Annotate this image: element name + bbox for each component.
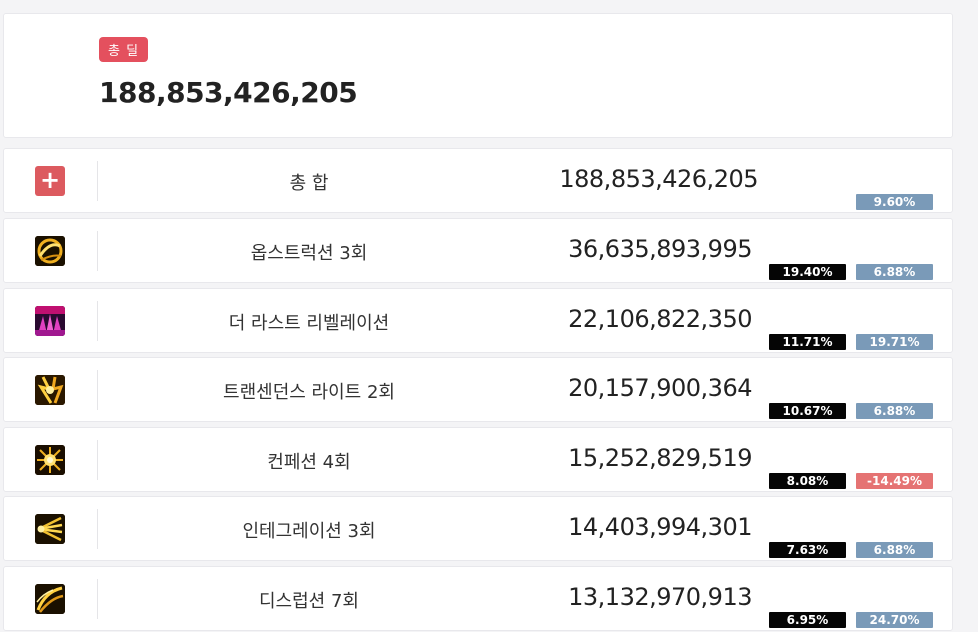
row-divider	[97, 231, 98, 271]
table-row: 디스럽션 7회 13,132,970,913 6.95% 24.70%	[3, 566, 953, 631]
skill-name: 디스럽션 7회	[259, 591, 359, 612]
row-divider	[97, 161, 98, 201]
skill-damage: 13,132,970,913	[568, 583, 752, 611]
damage-diff-badge: 9.60%	[856, 194, 933, 210]
skill-name: 옵스트럭션 3회	[250, 243, 368, 264]
damage-share-badge: 11.71%	[769, 334, 846, 350]
obstruction-skill-icon	[35, 236, 65, 266]
damage-share-badge: 7.63%	[769, 542, 846, 558]
total-damage-summary-card: 총 딜 188,853,426,205	[3, 13, 953, 138]
last-revelation-skill-icon	[35, 306, 65, 336]
skill-damage: 15,252,829,519	[568, 444, 752, 472]
skill-damage: 14,403,994,301	[568, 513, 752, 541]
transcendence-light-skill-icon	[35, 375, 65, 405]
damage-diff-badge: 6.88%	[856, 542, 933, 558]
disruption-skill-icon	[35, 584, 65, 614]
table-row: 더 라스트 리벨레이션 22,106,822,350 11.71% 19.71%	[3, 288, 953, 353]
damage-diff-badge: -14.49%	[856, 473, 933, 489]
skill-damage: 36,635,893,995	[568, 235, 752, 263]
total-damage-value: 188,853,426,205	[99, 76, 358, 109]
table-row: 옵스트럭션 3회 36,635,893,995 19.40% 6.88%	[3, 218, 953, 283]
damage-share-badge: 10.67%	[769, 403, 846, 419]
skill-name: 컨페션 4회	[267, 452, 351, 473]
damage-diff-badge: 6.88%	[856, 403, 933, 419]
skill-name: 인테그레이션 3회	[242, 521, 376, 542]
skill-damage: 20,157,900,364	[568, 374, 752, 402]
skill-name: 트랜센던스 라이트 2회	[223, 382, 395, 403]
row-divider	[97, 579, 98, 619]
damage-diff-badge: 19.71%	[856, 334, 933, 350]
table-row: 인테그레이션 3회 14,403,994,301 7.63% 6.88%	[3, 496, 953, 561]
confession-skill-icon	[35, 445, 65, 475]
table-row: 컨페션 4회 15,252,829,519 8.08% -14.49%	[3, 427, 953, 492]
table-row: 트랜센던스 라이트 2회 20,157,900,364 10.67% 6.88%	[3, 357, 953, 422]
row-divider	[97, 440, 98, 480]
row-divider	[97, 509, 98, 549]
integration-skill-icon	[35, 514, 65, 544]
skill-name: 더 라스트 리벨레이션	[228, 313, 390, 334]
damage-share-badge: 6.95%	[769, 612, 846, 628]
damage-diff-badge: 6.88%	[856, 264, 933, 280]
table-row-total: + 총 합 188,853,426,205 9.60%	[3, 148, 953, 213]
damage-share-badge: 19.40%	[769, 264, 846, 280]
total-damage-badge: 총 딜	[99, 37, 149, 62]
damage-share-badge: 8.08%	[769, 473, 846, 489]
row-divider	[97, 370, 98, 410]
skill-name: 총 합	[289, 173, 329, 194]
skill-damage: 22,106,822,350	[568, 305, 752, 333]
damage-diff-badge: 24.70%	[856, 612, 933, 628]
skill-damage: 188,853,426,205	[559, 165, 758, 193]
row-divider	[97, 301, 98, 341]
plus-icon[interactable]: +	[35, 166, 65, 196]
